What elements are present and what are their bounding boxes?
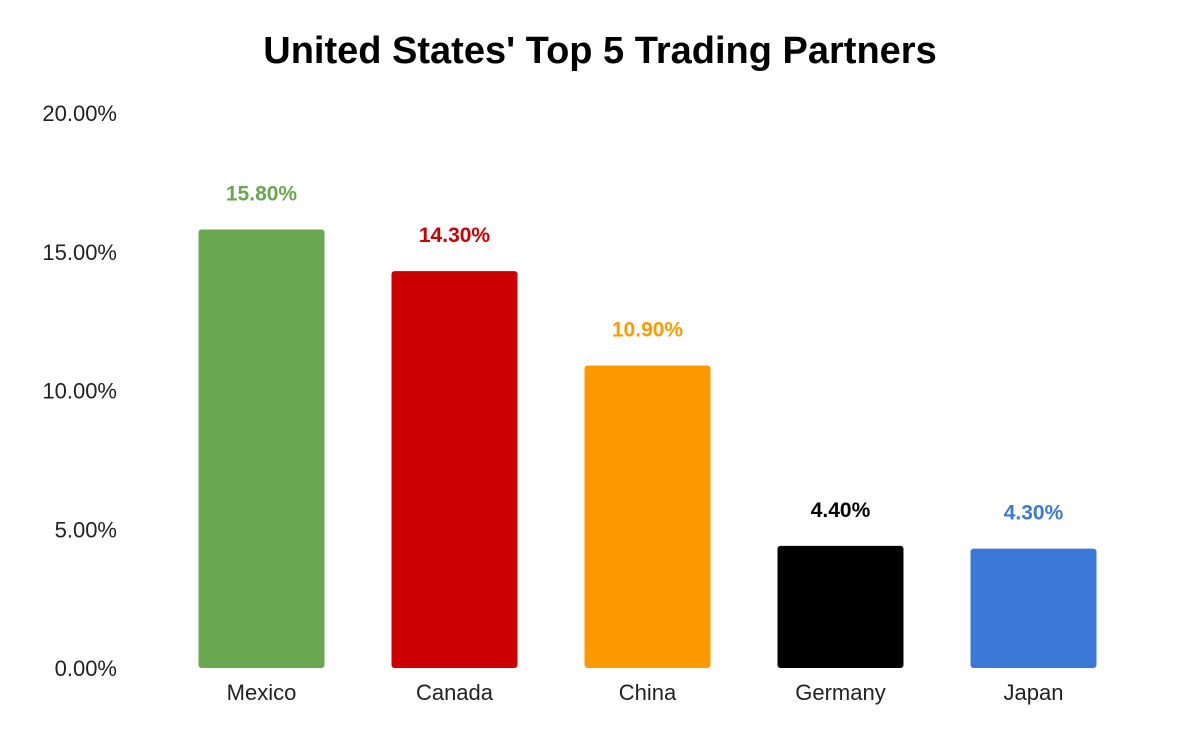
bar-mexico — [198, 229, 325, 669]
data-labels: 15.80% 14.30% 10.90% 4.40% 4.30% — [226, 183, 1064, 525]
data-label-mexico: 15.80% — [226, 183, 298, 206]
chart-title: United States' Top 5 Trading Partners — [263, 30, 937, 72]
y-tick-label: 15.00% — [42, 240, 117, 265]
y-axis-ticks: 0.00% 5.00% 10.00% 15.00% 20.00% — [42, 101, 117, 681]
data-label-china: 10.90% — [612, 319, 684, 342]
x-tick-label-germany: Germany — [795, 680, 885, 705]
bar-japan — [970, 548, 1097, 668]
x-tick-label-china: China — [619, 680, 677, 705]
data-label-canada: 14.30% — [419, 224, 491, 247]
bar-canada — [391, 271, 518, 668]
y-tick-label: 10.00% — [42, 379, 117, 404]
x-tick-label-japan: Japan — [1004, 680, 1064, 705]
y-tick-label: 20.00% — [42, 101, 117, 126]
y-tick-label: 5.00% — [55, 517, 117, 542]
data-label-japan: 4.30% — [1004, 502, 1064, 525]
x-tick-label-mexico: Mexico — [227, 680, 297, 705]
x-axis-labels: Mexico Canada China Germany Japan — [227, 680, 1064, 705]
bar-germany — [777, 545, 904, 668]
bar-china — [584, 365, 711, 668]
x-tick-label-canada: Canada — [416, 680, 494, 705]
bar-series — [198, 229, 1097, 669]
y-tick-label: 0.00% — [55, 656, 117, 681]
data-label-germany: 4.40% — [811, 499, 871, 522]
